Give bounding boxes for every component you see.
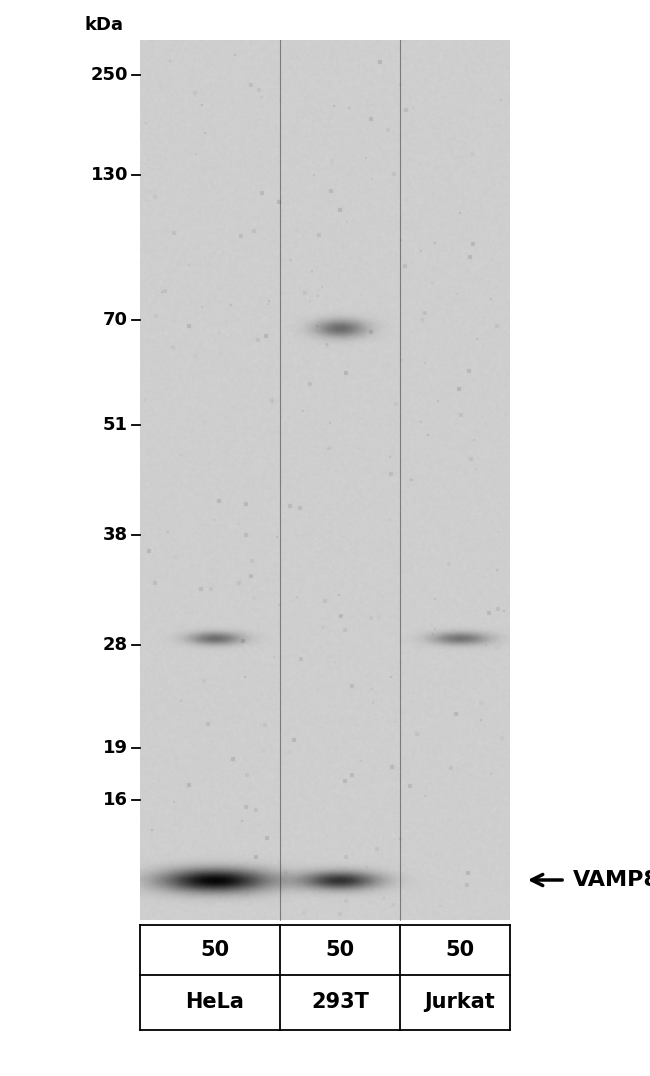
Text: HeLa: HeLa bbox=[185, 992, 244, 1013]
Text: 51: 51 bbox=[103, 416, 128, 434]
Text: VAMP8: VAMP8 bbox=[573, 870, 650, 890]
Text: Jurkat: Jurkat bbox=[424, 992, 495, 1013]
Text: 19: 19 bbox=[103, 739, 128, 758]
Text: 50: 50 bbox=[200, 940, 229, 960]
Text: 50: 50 bbox=[445, 940, 474, 960]
Text: 16: 16 bbox=[103, 791, 128, 809]
Text: kDa: kDa bbox=[85, 16, 124, 34]
Text: 250: 250 bbox=[90, 66, 128, 84]
Text: 38: 38 bbox=[103, 526, 128, 544]
Text: 130: 130 bbox=[90, 166, 128, 184]
Text: 50: 50 bbox=[326, 940, 354, 960]
Text: 28: 28 bbox=[103, 636, 128, 654]
Text: 70: 70 bbox=[103, 311, 128, 329]
Text: 293T: 293T bbox=[311, 992, 369, 1013]
